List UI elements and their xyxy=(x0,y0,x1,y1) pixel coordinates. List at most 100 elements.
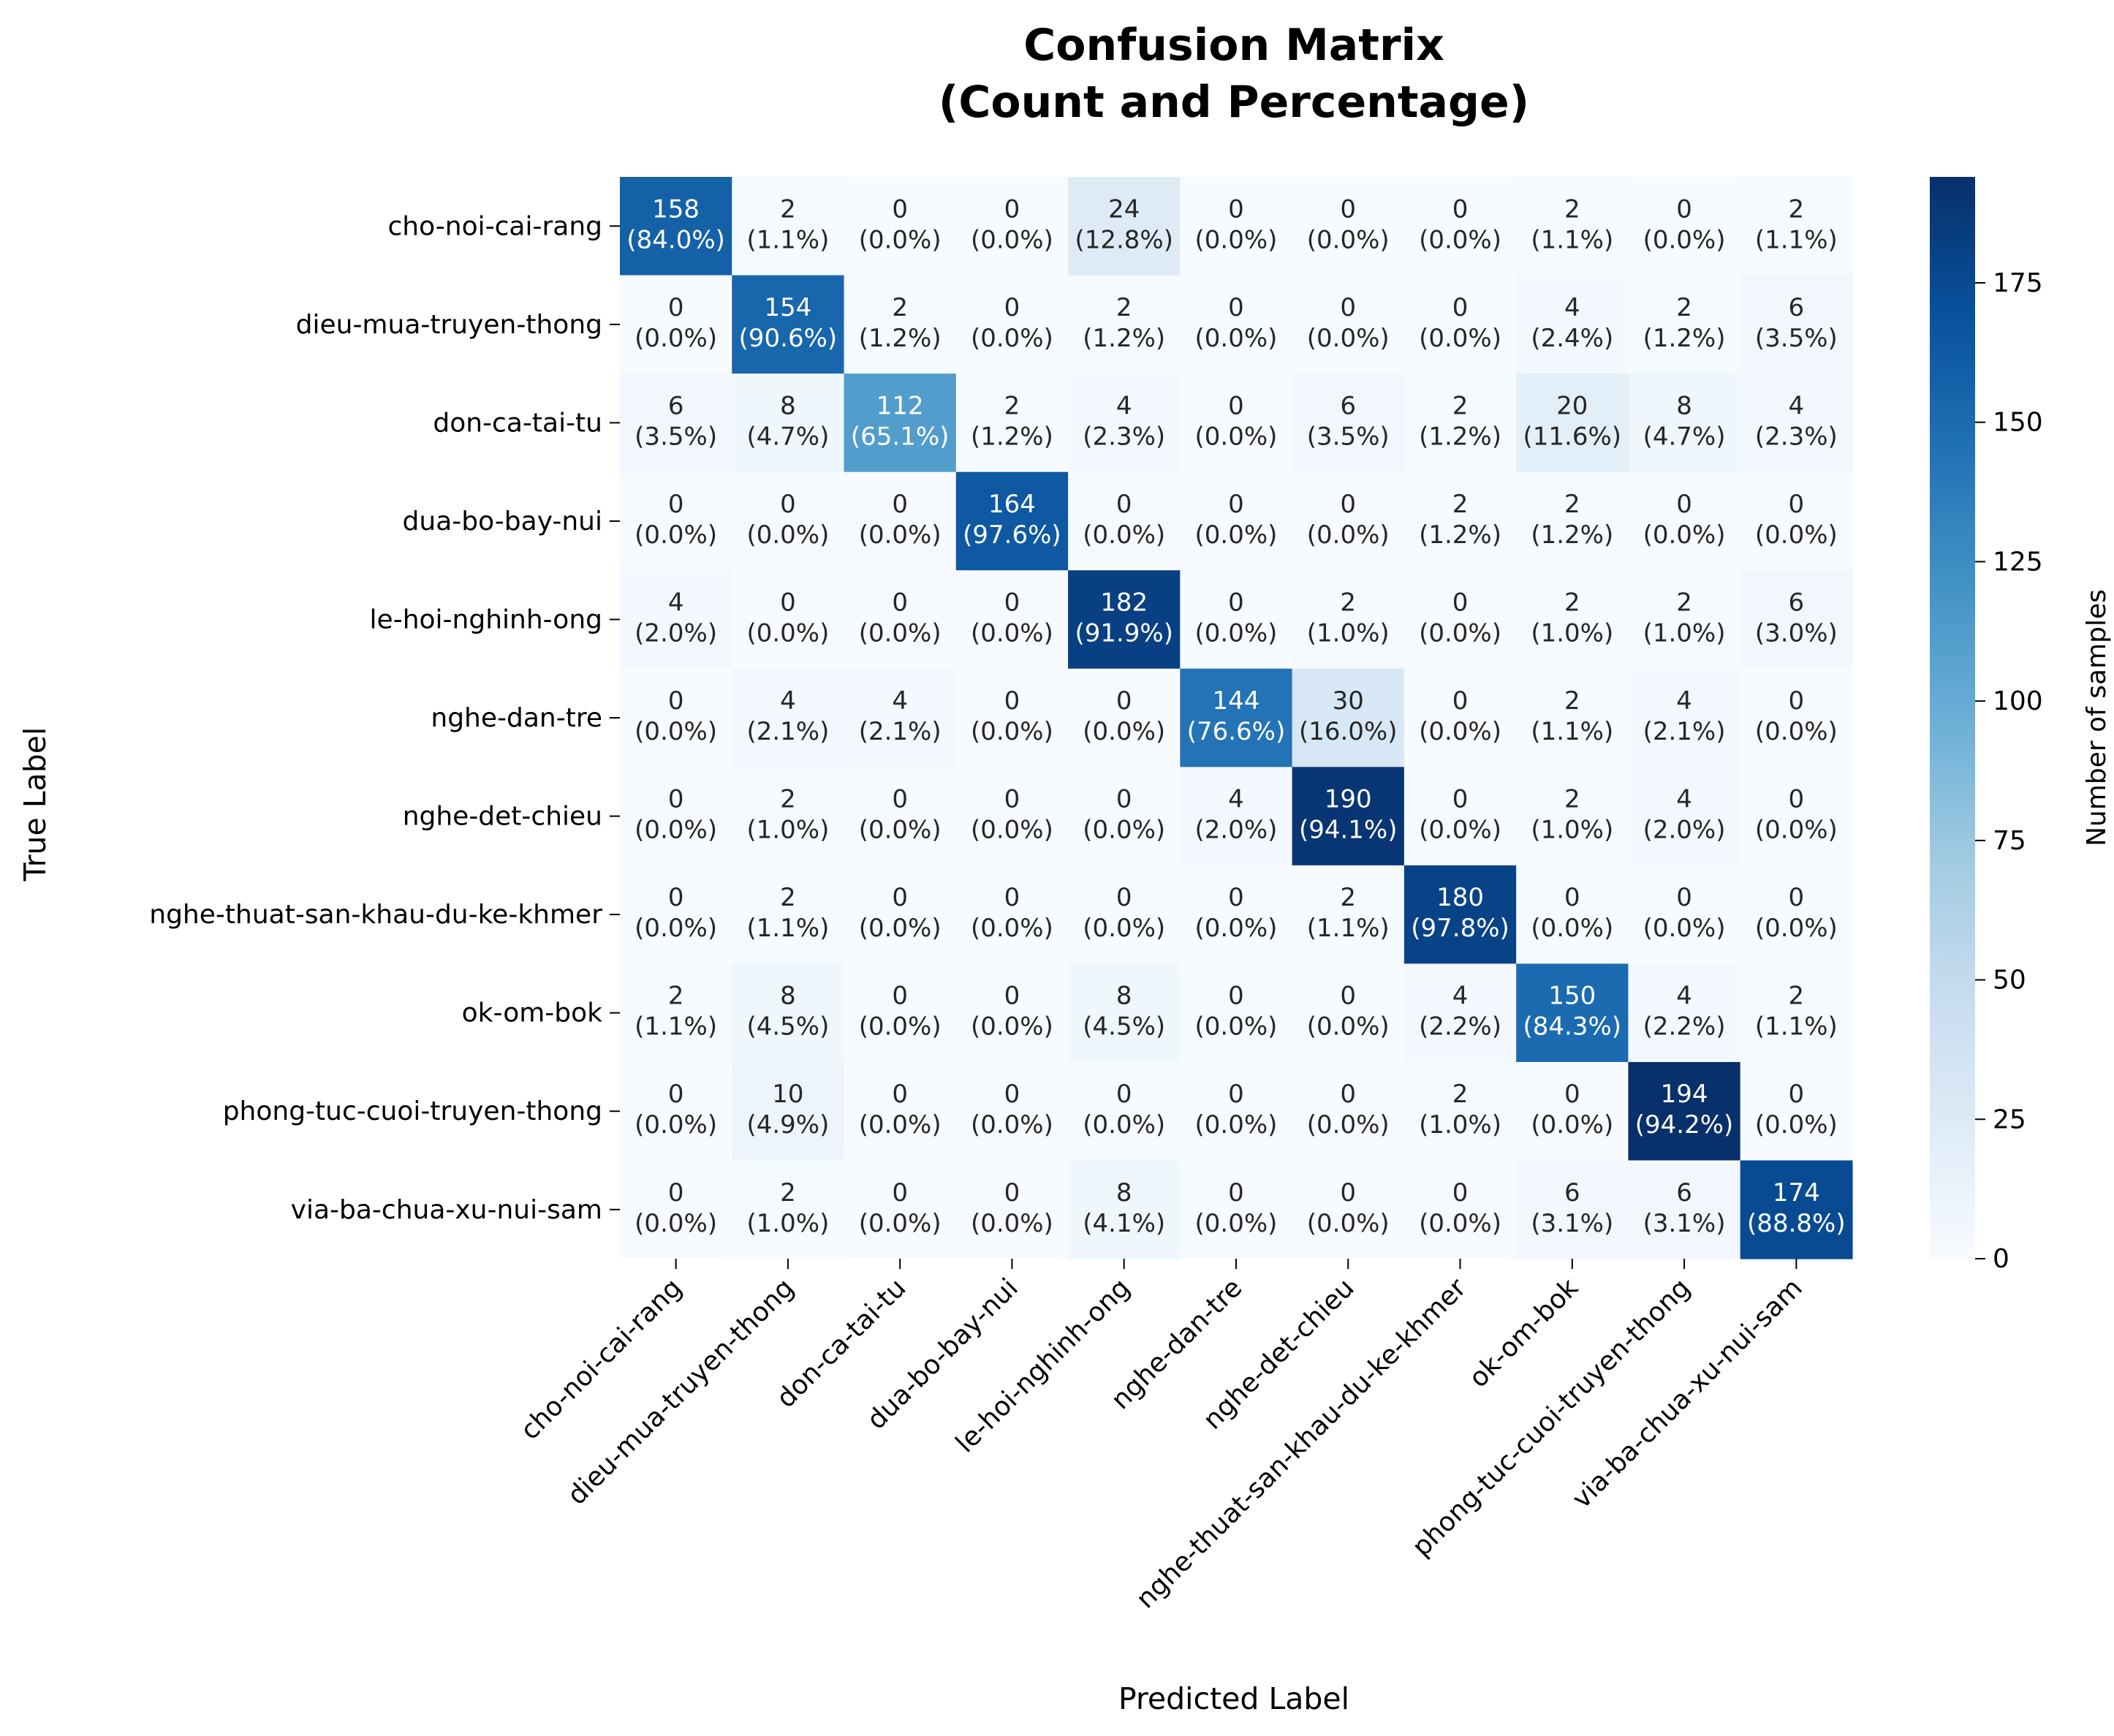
cell-count-label: 0 xyxy=(1452,293,1469,322)
heatmap-cell xyxy=(1740,471,1853,571)
cell-count-label: 4 xyxy=(1564,293,1580,322)
heatmap-cell xyxy=(1292,865,1405,964)
cell-percent-label: (1.2%) xyxy=(1419,422,1501,451)
y-tick-label: don-ca-tai-tu xyxy=(433,408,602,438)
cell-percent-label: (91.9%) xyxy=(1075,618,1173,648)
cell-percent-label: (1.1%) xyxy=(1531,717,1613,746)
cell-percent-label: (0.0%) xyxy=(1755,520,1838,550)
cell-count-label: 0 xyxy=(1564,1080,1580,1109)
heatmap-cell xyxy=(1180,865,1293,964)
cell-count-label: 0 xyxy=(1789,883,1805,912)
colorbar-tick-label: 50 xyxy=(1993,966,2026,996)
heatmap-cell xyxy=(1628,767,1741,866)
cell-percent-label: (0.0%) xyxy=(859,816,942,845)
cell-percent-label: (0.0%) xyxy=(634,324,717,353)
heatmap-cell xyxy=(732,1061,845,1161)
colorbar-ticks: 0 25 50 75 100 125 150 175 xyxy=(1975,268,2043,1274)
cell-count-label: 0 xyxy=(1004,883,1020,912)
cell-count-label: 0 xyxy=(1004,785,1020,814)
cell-count-label: 10 xyxy=(772,1080,803,1109)
cell-percent-label: (0.0%) xyxy=(634,914,717,943)
heatmap-cell xyxy=(955,177,1069,276)
cell-count-label: 2 xyxy=(1676,588,1692,617)
cell-count-label: 0 xyxy=(780,490,796,519)
heatmap-cell xyxy=(732,374,845,473)
cell-count-label: 0 xyxy=(1340,982,1356,1011)
colorbar-tick-label: 25 xyxy=(1993,1104,2026,1134)
cell-percent-label: (0.0%) xyxy=(1083,717,1165,746)
cell-percent-label: (3.1%) xyxy=(1643,1209,1726,1238)
y-axis-title: True Label xyxy=(18,727,53,882)
cell-count-label: 0 xyxy=(1004,982,1020,1011)
cell-count-label: 0 xyxy=(668,1080,684,1109)
cell-count-label: 0 xyxy=(1228,293,1244,322)
cell-percent-label: (0.0%) xyxy=(634,816,717,845)
heatmap-cell xyxy=(620,570,732,670)
cell-percent-label: (2.1%) xyxy=(859,717,942,746)
cell-percent-label: (0.0%) xyxy=(859,1209,942,1238)
cell-percent-label: (2.2%) xyxy=(1419,1012,1501,1042)
cell-percent-label: (0.0%) xyxy=(859,1110,942,1140)
cell-count-label: 8 xyxy=(1116,1178,1132,1208)
cell-percent-label: (0.0%) xyxy=(746,520,829,550)
cell-count-label: 150 xyxy=(1548,982,1596,1011)
heatmap-cell xyxy=(1403,177,1517,276)
cell-percent-label: (1.2%) xyxy=(1083,324,1165,353)
colorbar-tick-label: 100 xyxy=(1993,686,2043,716)
y-tick-label: le-hoi-nghinh-ong xyxy=(370,604,602,634)
heatmap-cell xyxy=(1740,275,1853,374)
heatmap-cell xyxy=(1292,963,1405,1063)
heatmap-cell xyxy=(1292,1061,1405,1161)
heatmap-cell xyxy=(955,1061,1069,1161)
cell-percent-label: (0.0%) xyxy=(1307,1012,1390,1042)
heatmap-cell xyxy=(1740,668,1853,767)
heatmap-cell xyxy=(1516,177,1629,276)
cell-count-label: 2 xyxy=(1564,490,1580,519)
cell-count-label: 0 xyxy=(892,1080,908,1109)
y-tick-label: nghe-dan-tre xyxy=(431,703,602,733)
cell-count-label: 4 xyxy=(780,686,796,716)
cell-count-label: 0 xyxy=(1789,1080,1805,1109)
cell-count-label: 30 xyxy=(1333,686,1364,716)
y-tick-label: dua-bo-bay-nui xyxy=(403,507,602,537)
cell-count-label: 2 xyxy=(780,194,796,224)
cell-percent-label: (0.0%) xyxy=(971,914,1053,943)
cell-percent-label: (2.3%) xyxy=(1755,422,1838,451)
cell-count-label: 2 xyxy=(1676,293,1692,322)
cell-count-label: 4 xyxy=(1116,391,1132,420)
cell-count-label: 2 xyxy=(1452,490,1469,519)
cell-percent-label: (0.0%) xyxy=(1755,717,1838,746)
heatmap-cell xyxy=(844,471,957,571)
heatmap-cell xyxy=(844,865,957,964)
cell-count-label: 0 xyxy=(668,490,684,519)
cell-percent-label: (1.0%) xyxy=(746,816,829,845)
cell-percent-label: (0.0%) xyxy=(634,717,717,746)
heatmap-cell xyxy=(1516,471,1629,571)
heatmap-cell xyxy=(1180,767,1293,866)
cell-count-label: 0 xyxy=(892,1178,908,1208)
heatmap-cell xyxy=(955,471,1069,571)
heatmap-cell xyxy=(1516,668,1629,767)
cell-percent-label: (3.5%) xyxy=(634,422,717,451)
cell-percent-label: (0.0%) xyxy=(1195,520,1278,550)
heatmap-cell xyxy=(844,963,957,1063)
heatmap-cell xyxy=(1292,177,1405,276)
heatmap-cell xyxy=(1068,275,1181,374)
colorbar-tick-label: 150 xyxy=(1993,408,2043,438)
cell-percent-label: (0.0%) xyxy=(1195,225,1278,254)
cell-count-label: 144 xyxy=(1213,686,1260,716)
heatmap-cell xyxy=(732,1160,845,1259)
heatmap-cell xyxy=(1068,471,1181,571)
heatmap-cell xyxy=(732,963,845,1063)
cell-percent-label: (0.0%) xyxy=(634,1110,717,1140)
x-tick-label: dieu-mua-truyen-thong xyxy=(562,1273,800,1511)
cell-percent-label: (0.0%) xyxy=(1419,717,1501,746)
cell-count-label: 0 xyxy=(1116,1080,1132,1109)
cell-percent-label: (0.0%) xyxy=(1195,1012,1278,1042)
cell-percent-label: (0.0%) xyxy=(1307,1209,1390,1238)
cell-percent-label: (1.0%) xyxy=(746,1209,829,1238)
cell-count-label: 0 xyxy=(1116,785,1132,814)
cell-percent-label: (2.0%) xyxy=(1195,816,1278,845)
heatmap-cell xyxy=(1628,1160,1741,1259)
cell-percent-label: (0.0%) xyxy=(1083,816,1165,845)
